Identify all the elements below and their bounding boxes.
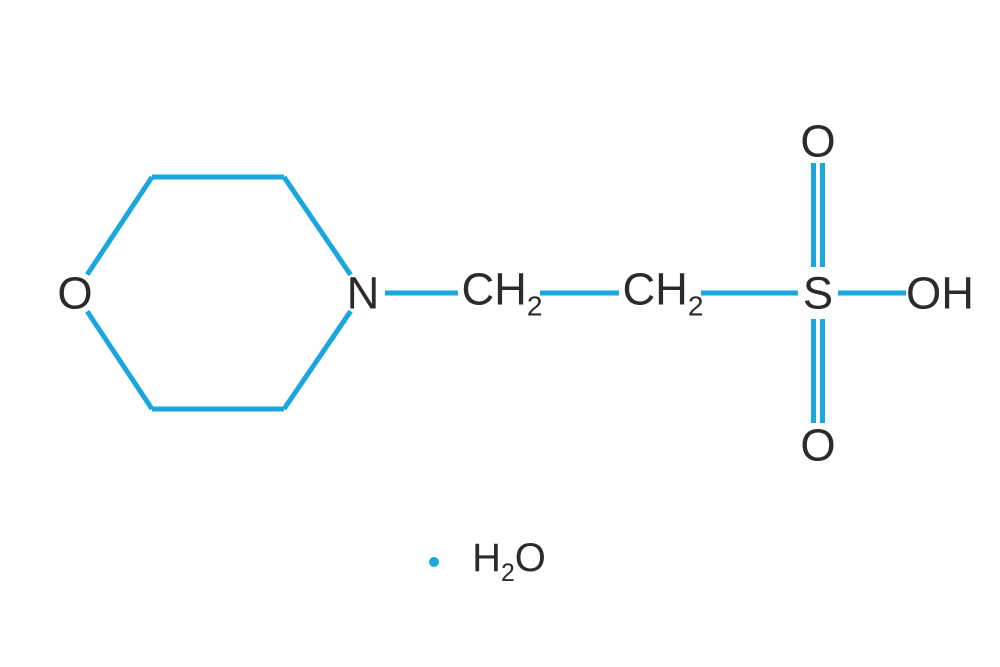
atom-N: N xyxy=(347,270,380,315)
atom-S: S xyxy=(803,270,833,315)
hydrate-label: H2O xyxy=(472,538,546,586)
atom-CH2_2: CH2 xyxy=(622,266,703,319)
chemical-structure-diagram: { "diagram": { "type": "chemical-structu… xyxy=(0,0,1000,667)
atom-O_bot: O xyxy=(800,422,835,467)
atom-OH: OH xyxy=(906,270,974,315)
atom-O_top: O xyxy=(800,118,835,163)
atom-O_ring: O xyxy=(57,270,92,315)
hydrate-dot xyxy=(429,557,439,567)
atom-CH2_1: CH2 xyxy=(461,266,542,319)
